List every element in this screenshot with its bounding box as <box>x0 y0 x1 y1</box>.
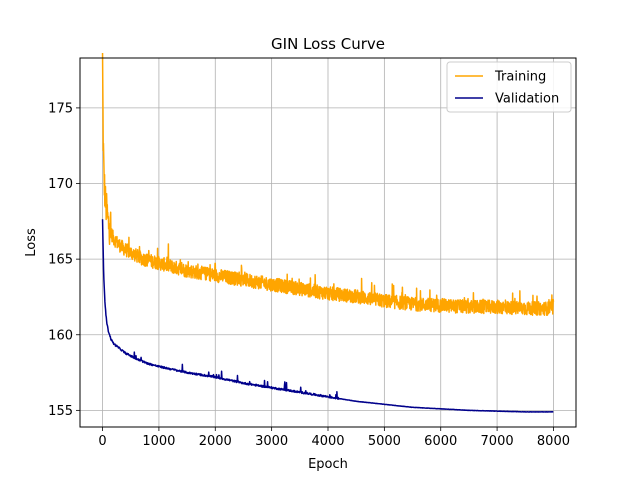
y-axis: 155 160 165 170 175 <box>48 101 80 419</box>
legend-box <box>446 61 572 113</box>
x-tick-label: 8000 <box>537 434 570 449</box>
y-tick-label: 160 <box>48 328 73 343</box>
series-lines <box>101 52 555 413</box>
series-line-training <box>101 52 555 317</box>
legend: Training Validation <box>446 61 572 113</box>
x-tick-label: 1000 <box>142 434 175 449</box>
x-tick-label: 7000 <box>481 434 514 449</box>
series-line-validation <box>101 219 554 413</box>
x-tick-label: 5000 <box>368 434 401 449</box>
chart-title: GIN Loss Curve <box>271 35 385 53</box>
x-tick-label: 4000 <box>311 434 344 449</box>
legend-label-training: Training <box>494 70 546 85</box>
y-tick-label: 175 <box>48 101 73 116</box>
legend-label-validation: Validation <box>495 92 559 107</box>
x-axis: 0 1000 2000 3000 4000 5000 6000 7000 8000 <box>98 427 570 449</box>
x-tick-label: 0 <box>98 434 106 449</box>
y-axis-title: Loss <box>24 228 39 257</box>
y-tick-label: 165 <box>48 253 73 268</box>
y-tick-label: 155 <box>48 404 73 419</box>
x-tick-label: 3000 <box>255 434 288 449</box>
y-tick-label: 170 <box>48 177 73 192</box>
x-tick-label: 6000 <box>424 434 457 449</box>
x-tick-label: 2000 <box>199 434 232 449</box>
x-axis-title: Epoch <box>308 457 348 472</box>
